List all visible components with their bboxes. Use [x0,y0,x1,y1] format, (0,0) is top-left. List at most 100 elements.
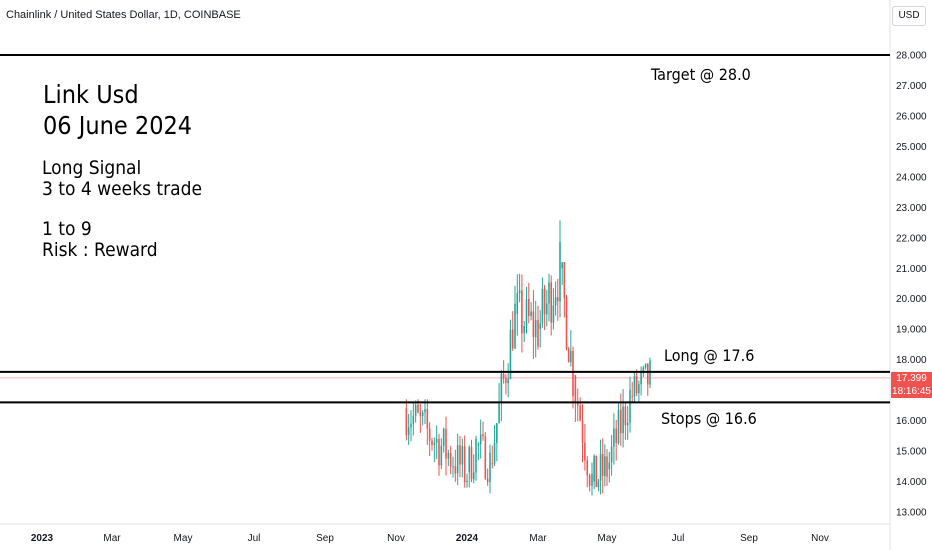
candle-body [479,434,482,444]
candle-body [442,428,445,446]
x-tick-label: Mar [529,533,547,544]
x-tick-label: Jul [672,533,685,544]
candle-body [405,408,408,436]
candle-body [622,406,624,434]
candle-body [445,428,447,459]
y-tick-label: 23.000 [896,203,927,214]
candle-body [557,297,559,302]
candle-body [586,460,589,476]
candle-body [599,453,602,481]
candle-body [438,438,440,466]
y-tick-label: 14.000 [896,477,927,488]
x-tick-label: Sep [740,533,758,544]
long-label: Long @ 17.6 [664,346,755,365]
y-tick-label: 22.000 [896,233,927,244]
candle-body [593,455,595,482]
candle-body [414,404,417,416]
candle-body [539,323,541,330]
x-tick-label: 2024 [456,533,479,544]
candle-body [466,480,468,483]
candle-body [604,456,606,476]
candle-body [521,290,523,334]
candle-body [565,297,568,349]
candle-body [581,420,584,443]
candle-body [567,348,570,363]
candle-body [638,384,640,394]
candle-body [440,445,443,466]
candle-body [541,288,544,324]
x-tick-label: Sep [316,533,334,544]
candle-body [642,367,645,372]
x-tick-label: 2023 [31,533,54,544]
candle-body [635,375,638,394]
candle-body [626,422,629,426]
candle-body [496,423,498,443]
annotation-date: 06 June 2024 [43,111,193,140]
candle-body [486,478,489,483]
candle-body [491,463,494,465]
annotation-ratio: 1 to 9 [42,218,92,240]
candle-body [472,472,475,480]
candle-body [584,442,586,461]
candle-body [421,412,424,417]
candle-body [447,452,450,459]
y-tick-label: 18.000 [896,355,927,366]
candle-body [574,374,577,402]
candle-body [559,241,561,302]
candle-body [407,427,410,436]
annotation-title: Link Usd [43,80,139,109]
candle-body [552,305,555,323]
candle-body [591,473,593,486]
candle-body [633,375,636,397]
candle-body [631,396,634,398]
x-tick-label: Jul [248,533,261,544]
candle-body [525,298,528,327]
currency-selector[interactable]: USD [892,6,926,26]
candle-body [435,438,438,443]
candle-body [550,282,552,323]
annotation-duration: 3 to 4 weeks trade [42,178,203,200]
candle-body [595,455,598,488]
candle-body [507,378,509,384]
candle-body [489,452,491,483]
candle-body [543,288,546,315]
candle-body [532,311,535,338]
candle-body [617,409,620,444]
candle-body [615,428,617,444]
candle-body [518,290,521,294]
candle-body [576,401,579,406]
y-tick-label: 26.000 [896,111,927,122]
candle-body [410,423,412,428]
candles [405,220,651,496]
current-price-tag: 17.399 [891,372,932,385]
candle-body [644,363,647,368]
y-tick-label: 15.000 [896,447,927,458]
candle-body [484,436,487,479]
y-tick-label: 21.000 [896,264,927,275]
y-tick-label: 19.000 [896,325,927,336]
candle-body [502,373,505,379]
candle-body [554,297,557,306]
candle-body [459,445,461,465]
y-tick-label: 28.000 [896,51,927,62]
candle-body [426,409,429,429]
y-tick-label: 27.000 [896,81,927,92]
candle-body [424,409,426,413]
stop-label: Stops @ 16.6 [661,409,757,428]
candle-body [461,446,464,465]
candle-body [646,363,649,385]
candle-body [530,311,532,316]
candle-body [613,428,615,447]
y-tick-label: 24.000 [896,172,927,183]
x-tick-label: May [174,533,193,544]
candle-body [454,466,457,474]
candle-body [417,404,419,413]
candle-body [428,428,431,441]
candle-body [477,443,480,445]
candle-body [610,446,613,463]
candle-body [528,298,530,316]
candle-body [449,452,452,467]
x-tick-label: May [598,533,617,544]
y-tick-label: 16.000 [896,416,927,427]
